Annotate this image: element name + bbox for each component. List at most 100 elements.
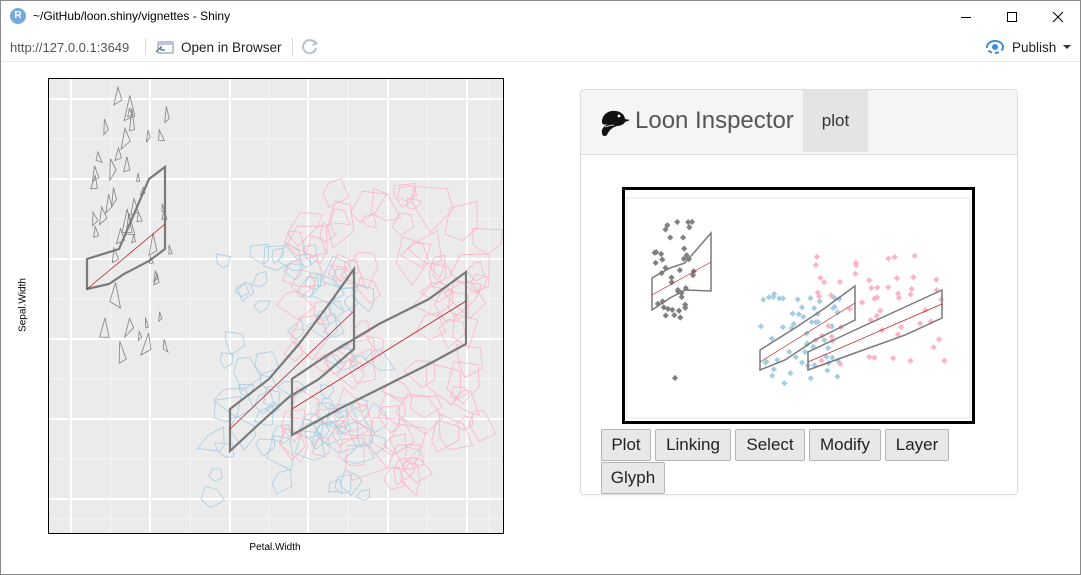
point-glyph: [669, 306, 676, 314]
point-glyph: [770, 366, 777, 373]
star-glyph: [431, 419, 460, 453]
point-glyph: [930, 344, 937, 351]
linking-button[interactable]: Linking: [655, 429, 731, 461]
star-glyph: [98, 205, 108, 226]
modify-button[interactable]: Modify: [809, 429, 881, 461]
star-glyph: [352, 284, 375, 313]
refresh-button[interactable]: [300, 37, 320, 57]
point-glyph: [765, 294, 773, 301]
star-glyph: [320, 255, 358, 289]
point-glyph: [858, 299, 866, 306]
point-glyph: [911, 252, 918, 260]
close-button[interactable]: [1035, 1, 1080, 32]
star-glyph: [403, 457, 434, 484]
select-button[interactable]: Select: [735, 429, 805, 461]
regression-line: [86, 223, 166, 290]
star-glyph: [345, 444, 388, 481]
star-glyph: [450, 253, 490, 293]
point-glyph: [871, 354, 878, 361]
refresh-icon: [302, 39, 319, 55]
point-glyph: [798, 304, 806, 311]
point-glyph: [781, 380, 788, 387]
star-glyph: [278, 241, 304, 271]
star-glyph: [254, 351, 280, 375]
star-glyph: [365, 335, 385, 358]
star-glyph: [471, 228, 503, 256]
title-bar: R ~/GitHub/loon.shiny/vignettes - Shiny: [1, 1, 1080, 32]
star-glyph: [212, 387, 254, 419]
star-glyph: [251, 271, 268, 287]
window-title: ~/GitHub/loon.shiny/vignettes - Shiny: [33, 9, 231, 23]
inspector-title: Loon Inspector: [635, 107, 794, 134]
star-glyph: [286, 318, 305, 341]
star-glyph: [465, 261, 485, 282]
point-glyph: [674, 218, 681, 226]
star-glyph: [378, 392, 406, 426]
world-view-canvas[interactable]: [625, 190, 972, 421]
point-glyph: [890, 355, 897, 362]
publish-label: Publish: [1012, 39, 1057, 55]
star-glyph: [93, 226, 100, 238]
star-glyph: [391, 212, 415, 236]
star-glyph: [271, 468, 293, 495]
star-glyph: [315, 402, 345, 427]
open-in-browser-button[interactable]: Open in Browser: [155, 37, 282, 57]
star-glyph: [148, 232, 158, 257]
star-glyph: [123, 95, 136, 122]
star-glyph: [444, 200, 478, 242]
layer-button[interactable]: Layer: [885, 429, 949, 461]
star-glyph: [349, 348, 377, 385]
maximize-button[interactable]: [989, 1, 1035, 32]
plot-button[interactable]: Plot: [601, 429, 651, 461]
point-glyph: [898, 324, 905, 331]
star-glyph: [115, 227, 126, 245]
point-glyph: [836, 295, 843, 303]
star-glyph: [407, 230, 443, 265]
point-glyph: [681, 245, 688, 252]
inspector-header: Loon Inspector plot: [581, 90, 1017, 155]
point-glyph: [885, 284, 892, 291]
loon-inspector-panel: Loon Inspector plot Plot Linking Select …: [580, 89, 1018, 495]
star-glyph: [145, 317, 150, 329]
scatterplot-canvas[interactable]: [49, 79, 503, 533]
star-glyph: [322, 177, 350, 209]
point-glyph: [874, 284, 881, 291]
point-glyph: [825, 322, 832, 330]
r-app-icon: R: [10, 8, 26, 24]
star-glyph: [451, 312, 479, 349]
star-glyph: [253, 300, 271, 314]
point-glyph: [664, 222, 671, 229]
world-view-plot[interactable]: [622, 187, 975, 424]
star-glyph: [452, 389, 480, 416]
star-glyph: [335, 387, 368, 433]
star-glyph: [254, 390, 275, 415]
star-glyph: [263, 245, 299, 271]
url-address[interactable]: http://127.0.0.1:3649: [10, 40, 130, 55]
star-glyph: [395, 393, 444, 435]
star-glyph: [158, 311, 163, 323]
star-glyph: [454, 415, 474, 431]
star-glyph: [168, 244, 173, 255]
star-glyph: [315, 421, 331, 439]
point-glyph: [668, 274, 675, 281]
minimize-button[interactable]: [943, 1, 989, 32]
star-glyph: [349, 190, 388, 224]
star-glyph: [314, 300, 332, 326]
star-glyph: [311, 433, 324, 450]
point-glyph: [662, 312, 669, 319]
glyph-button[interactable]: Glyph: [601, 462, 665, 494]
loon-scatterplot[interactable]: [48, 78, 504, 534]
star-glyph: [389, 423, 427, 466]
publish-button[interactable]: Publish: [984, 37, 1072, 57]
regression-line: [291, 300, 467, 410]
star-glyph: [446, 361, 480, 405]
tab-plot[interactable]: plot: [803, 90, 868, 152]
star-glyph: [280, 408, 305, 443]
point-glyph: [779, 324, 787, 331]
point-glyph: [680, 234, 687, 241]
star-glyph: [123, 156, 131, 173]
star-glyph: [323, 353, 345, 376]
point-glyph: [817, 274, 824, 281]
point-glyph: [676, 267, 683, 274]
star-glyph: [276, 290, 315, 321]
